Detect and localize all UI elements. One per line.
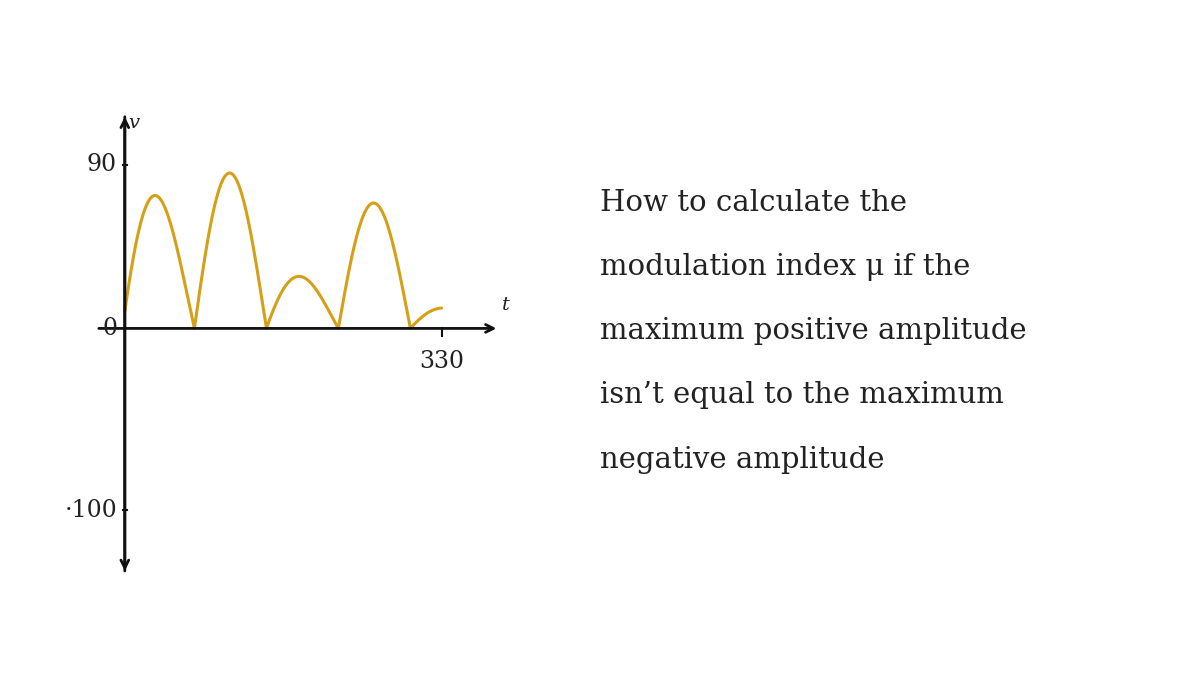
Text: 90: 90 xyxy=(86,153,118,176)
Text: ·100: ·100 xyxy=(65,499,118,522)
Text: negative amplitude: negative amplitude xyxy=(600,446,884,473)
Text: How to calculate the: How to calculate the xyxy=(600,189,907,217)
Text: modulation index μ if the: modulation index μ if the xyxy=(600,253,971,281)
Text: maximum positive amplitude: maximum positive amplitude xyxy=(600,317,1027,345)
Text: v: v xyxy=(128,114,139,132)
Text: isn’t equal to the maximum: isn’t equal to the maximum xyxy=(600,381,1004,409)
Text: t: t xyxy=(502,296,510,314)
Text: 0: 0 xyxy=(102,317,118,340)
Text: 330: 330 xyxy=(419,350,464,373)
